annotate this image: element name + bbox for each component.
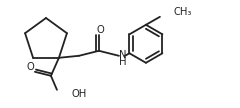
Text: O: O <box>96 25 104 35</box>
Text: CH₃: CH₃ <box>174 7 192 17</box>
Text: O: O <box>26 62 34 72</box>
Text: N: N <box>119 50 127 60</box>
Text: H: H <box>119 57 127 67</box>
Text: OH: OH <box>72 89 87 99</box>
